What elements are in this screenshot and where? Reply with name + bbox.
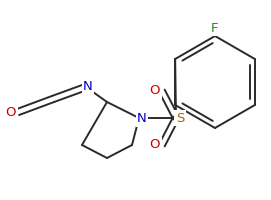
Text: O: O (6, 106, 16, 118)
Text: O: O (150, 84, 160, 98)
Text: N: N (137, 112, 147, 126)
Text: S: S (176, 112, 184, 124)
Text: N: N (83, 79, 93, 92)
Text: F: F (211, 21, 219, 34)
Text: O: O (150, 138, 160, 152)
